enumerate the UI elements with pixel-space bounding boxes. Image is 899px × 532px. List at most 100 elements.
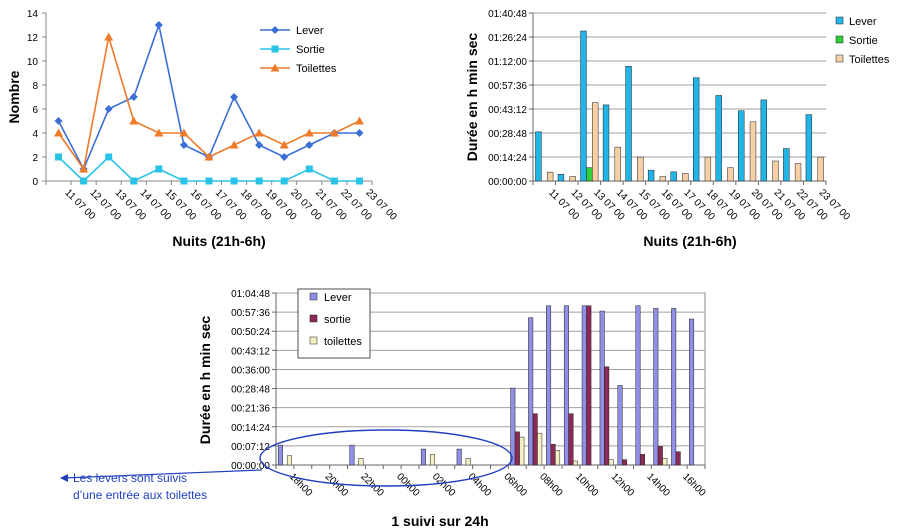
chart-3-legend-box <box>297 288 371 359</box>
chart-2-bar <box>602 104 610 182</box>
chart-3-bar <box>456 448 462 466</box>
chart-2-bar <box>670 171 677 182</box>
chart-3-legend-label: Lever <box>324 292 352 304</box>
chart-2-bar <box>817 156 824 182</box>
chart-3-bar <box>662 458 668 466</box>
chart-1-point <box>354 116 364 125</box>
chart-3-bar <box>622 459 628 466</box>
chart-3-highlight-ellipse <box>259 429 513 487</box>
chart-2-bar <box>749 121 757 182</box>
chart-3-annotation-line-2: d’une entrée aux toilettes <box>73 488 207 502</box>
chart-2-bar <box>557 174 565 182</box>
chart-3-bar <box>510 387 516 466</box>
chart-2-bar <box>592 102 599 182</box>
chart-3-x-tick-label: 14h00 <box>644 471 672 499</box>
chart-3-bar <box>653 308 659 466</box>
chart-1-point <box>355 177 363 185</box>
chart-1-point <box>330 177 338 185</box>
chart-2-bar <box>614 146 621 182</box>
chart-1-point <box>129 93 138 101</box>
chart-2-y-tick-label: 00:14:24 <box>488 153 527 164</box>
chart-1-y-tick-label: 0 <box>32 177 38 188</box>
chart-1-point <box>154 21 163 29</box>
chart-1-point <box>255 141 264 149</box>
chart-2-bar <box>647 169 655 182</box>
chart-2-y-tick-label: 01:40:48 <box>488 9 527 20</box>
chart-2-bar <box>727 167 734 182</box>
chart-1-y-tick-label: 4 <box>32 129 38 140</box>
chart-3-bar <box>537 432 543 466</box>
chart-1-point <box>179 128 189 137</box>
chart-3-x-tick-label: 04h00 <box>466 471 494 499</box>
chart-3-bar <box>599 310 605 466</box>
chart-3-bar <box>689 318 695 466</box>
chart-1-y-axis-title: Nombre <box>6 70 22 123</box>
chart-1-point <box>230 93 239 101</box>
chart-3-bar <box>349 444 355 466</box>
chart-1-legend-label: Lever <box>296 25 324 37</box>
chart-2-bar <box>580 30 587 182</box>
chart-2-y-axis-title: Durée en h min sec <box>464 33 480 162</box>
chart-1-point <box>205 177 213 185</box>
chart-2-legend-label: Toilettes <box>849 54 890 66</box>
chart-2-bar <box>546 171 554 182</box>
chart-1-legend-label: Toilettes <box>296 63 337 75</box>
chart-3-x-tick-label: 16h00 <box>680 471 708 499</box>
chart-1-point <box>280 177 288 185</box>
chart-3-bar <box>581 305 587 466</box>
chart-3-bar <box>555 450 561 466</box>
chart-3-y-axis-title: Durée en h min sec <box>197 316 213 445</box>
chart-3-bar <box>514 431 520 466</box>
chart-1-point <box>55 153 63 161</box>
chart-3-bar <box>675 451 681 466</box>
chart-2-x-axis-title: Nuits (21h-6h) <box>643 233 736 249</box>
chart-3-bar <box>519 436 525 466</box>
chart-2-bar <box>659 176 667 182</box>
chart-2-y-tick-label: 00:57:36 <box>488 81 527 92</box>
chart-1-point <box>204 152 214 161</box>
chart-3-legend-label: sortie <box>324 314 351 326</box>
chart-3-bar <box>286 455 292 466</box>
chart-3-y-tick-label: 00:50:24 <box>231 327 270 338</box>
chart-1-point <box>329 128 339 137</box>
chart-3-bar <box>532 413 538 466</box>
chart-1-x-axis-title: Nuits (21h-6h) <box>172 233 265 249</box>
chart-1-point <box>279 140 289 149</box>
chart-3-x-tick-label: 10h00 <box>573 471 601 499</box>
chart-3-annotation-line-1: Les levers sont suivis <box>73 471 187 485</box>
chart-2-legend-label: Sortie <box>849 35 878 47</box>
chart-3-legend-swatch <box>309 336 318 345</box>
chart-3-y-tick-label: 00:28:48 <box>231 385 270 396</box>
chart-1-point <box>255 177 263 185</box>
chart-2-bar <box>794 163 802 182</box>
chart-2-legend-swatch <box>835 35 844 44</box>
chart-3-annotation-arrow <box>63 469 263 479</box>
chart-2-legend-label: Lever <box>849 16 877 28</box>
chart-3-bar <box>277 444 283 466</box>
chart-3-x-tick-label: 18h00 <box>287 471 315 499</box>
chart-3-legend-swatch <box>309 314 318 323</box>
chart-3-bar <box>608 459 614 466</box>
chart-3-y-tick-label: 00:00:00 <box>231 461 270 472</box>
chart-3-x-tick-label: 06h00 <box>501 471 529 499</box>
chart-1-point <box>230 177 238 185</box>
chart-2-bar <box>760 99 767 182</box>
chart-1-point <box>155 165 163 173</box>
chart-1-point <box>104 32 114 41</box>
chart-1-legend-marker <box>271 45 279 53</box>
chart-3-bar <box>635 305 641 466</box>
chart-3-annotation-arrowhead <box>60 474 68 482</box>
chart-3-x-tick-label: 02h00 <box>430 471 458 499</box>
chart-2-bar <box>625 66 632 182</box>
chart-1-point <box>355 129 364 137</box>
chart-1-point <box>280 153 289 161</box>
chart-2-bar <box>738 110 745 182</box>
chart-1-point <box>254 128 264 137</box>
chart-2-bar <box>704 156 712 182</box>
chart-3-legend-swatch <box>309 292 318 301</box>
chart-1-y-tick-label: 2 <box>32 153 38 164</box>
chart-1-legend-marker <box>270 63 280 72</box>
chart-1-point <box>179 141 188 149</box>
